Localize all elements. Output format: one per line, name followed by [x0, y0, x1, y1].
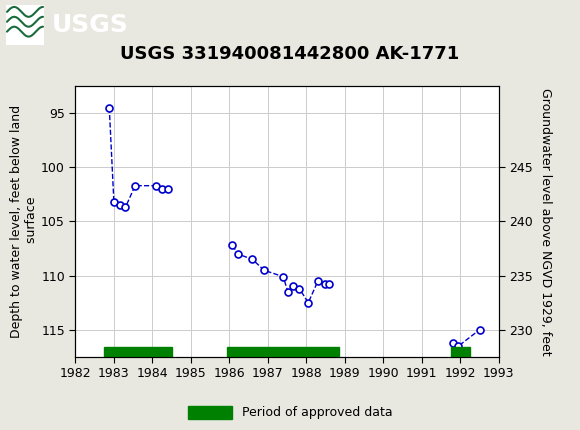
- Y-axis label: Groundwater level above NGVD 1929, feet: Groundwater level above NGVD 1929, feet: [538, 88, 552, 355]
- Bar: [451, 347, 470, 357]
- Text: USGS 331940081442800 AK-1771: USGS 331940081442800 AK-1771: [121, 45, 459, 63]
- Bar: [104, 347, 172, 357]
- FancyBboxPatch shape: [6, 5, 44, 45]
- Legend: Period of approved data: Period of approved data: [188, 406, 392, 419]
- Y-axis label: Depth to water level, feet below land
 surface: Depth to water level, feet below land su…: [10, 105, 38, 338]
- Text: USGS: USGS: [52, 13, 129, 37]
- Bar: [227, 347, 339, 357]
